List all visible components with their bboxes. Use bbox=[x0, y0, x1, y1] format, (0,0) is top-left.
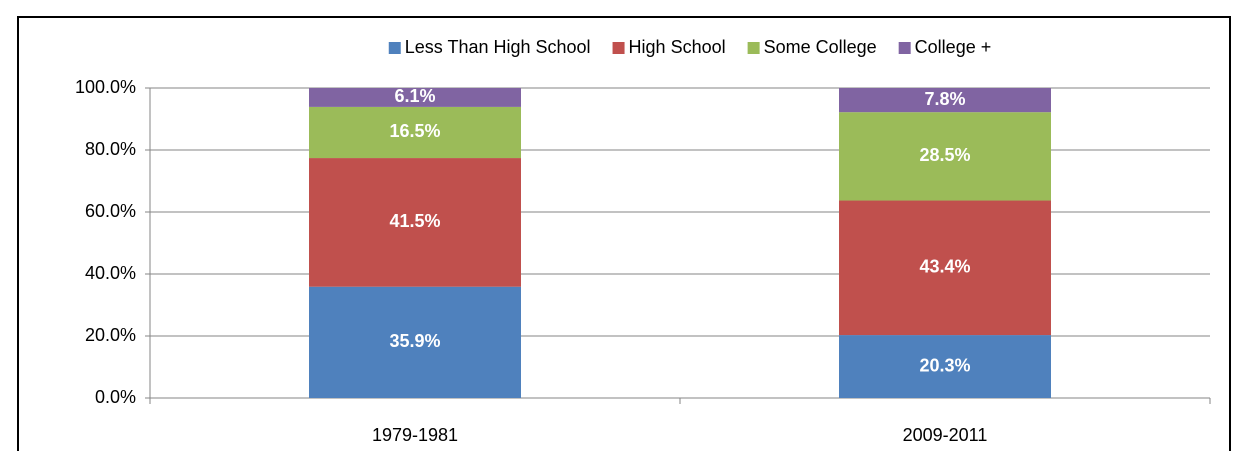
bar-segment bbox=[839, 88, 1051, 113]
y-tick-label: 40.0% bbox=[85, 263, 136, 283]
data-label: 28.5% bbox=[919, 145, 970, 165]
data-label: 41.5% bbox=[389, 211, 440, 231]
data-label: 6.1% bbox=[394, 86, 435, 106]
y-tick-label: 100.0% bbox=[75, 77, 136, 97]
data-label: 43.4% bbox=[919, 257, 970, 277]
bar-segment bbox=[309, 286, 521, 398]
x-tick-label: 1979-1981 bbox=[372, 425, 458, 445]
data-label: 16.5% bbox=[389, 121, 440, 141]
legend-swatch bbox=[612, 42, 625, 54]
data-label: 20.3% bbox=[919, 355, 970, 375]
y-tick-label: 0.0% bbox=[95, 387, 136, 407]
legend-label: High School bbox=[629, 37, 726, 57]
bar-segment bbox=[309, 158, 521, 287]
bar-segment bbox=[309, 106, 521, 159]
bar-segment bbox=[839, 112, 1051, 201]
legend-swatch bbox=[898, 42, 911, 54]
bar-segment bbox=[839, 335, 1051, 398]
x-tick-label: 2009-2011 bbox=[903, 425, 988, 445]
data-label: 7.8% bbox=[924, 89, 965, 109]
y-tick-label: 60.0% bbox=[85, 201, 136, 221]
legend-label: Less Than High School bbox=[405, 37, 591, 57]
legend-swatch bbox=[747, 42, 760, 54]
legend-label: College + bbox=[915, 37, 992, 57]
data-label: 35.9% bbox=[389, 331, 440, 351]
bar-segment bbox=[309, 88, 521, 107]
legend-label: Some College bbox=[764, 37, 877, 57]
y-tick-label: 20.0% bbox=[85, 325, 136, 345]
y-tick-label: 80.0% bbox=[85, 139, 136, 159]
legend-swatch bbox=[388, 42, 401, 54]
bar-segment bbox=[839, 200, 1051, 336]
